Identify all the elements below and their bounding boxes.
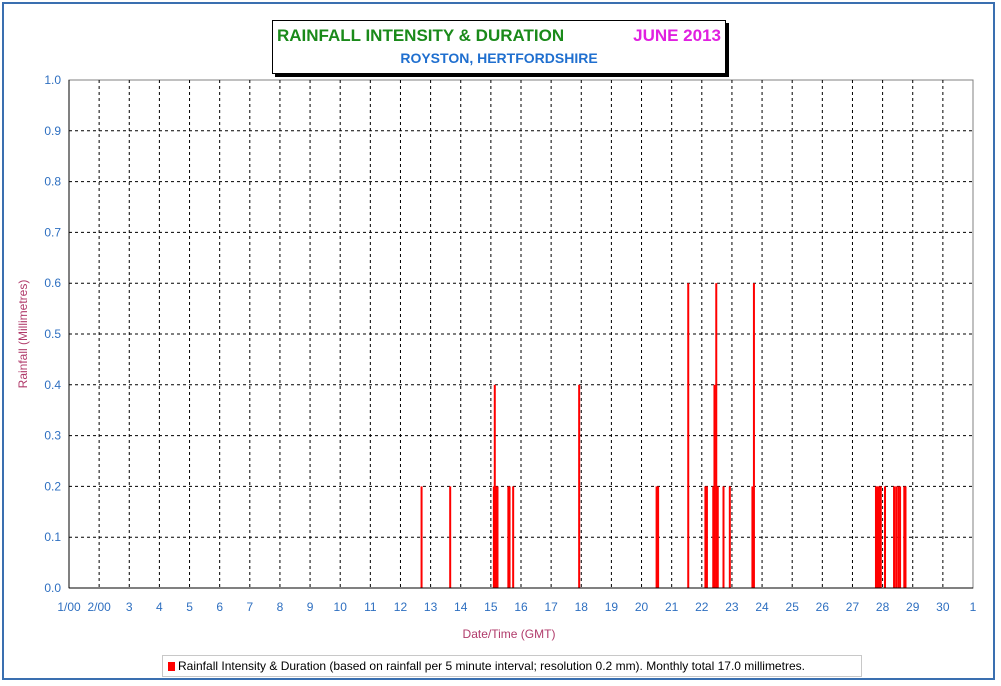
x-tick-label: 10 — [334, 600, 348, 614]
rainfall-bar — [578, 384, 581, 588]
x-tick-label: 20 — [635, 600, 649, 614]
rainfall-bar — [876, 486, 879, 588]
chart-title: RAINFALL INTENSITY & DURATION — [277, 26, 565, 45]
rainfall-bar — [449, 486, 452, 588]
legend-swatch-icon — [168, 662, 175, 671]
x-tick-label: 1 — [970, 600, 977, 614]
rainfall-bar — [657, 486, 660, 588]
rainfall-bar — [877, 486, 880, 588]
rainfall-bar — [715, 283, 718, 588]
x-tick-label: 14 — [454, 600, 468, 614]
rainfall-bar — [496, 486, 499, 588]
rainfall-bar — [713, 384, 716, 588]
y-tick-label: 0.8 — [44, 175, 61, 189]
x-tick-label: 29 — [906, 600, 920, 614]
rainfall-bar — [705, 486, 708, 588]
x-tick-label: 28 — [876, 600, 890, 614]
rainfall-bar — [655, 486, 658, 588]
legend-label: Rainfall Intensity & Duration (based on … — [178, 659, 805, 673]
x-tick-label: 9 — [307, 600, 314, 614]
x-tick-label: 25 — [786, 600, 800, 614]
rainfall-bar — [874, 486, 877, 588]
x-tick-label: 26 — [816, 600, 830, 614]
rainfall-bar — [884, 486, 887, 588]
y-tick-label: 0.6 — [44, 276, 61, 290]
x-tick-label: 30 — [936, 600, 950, 614]
rainfall-bar — [722, 486, 725, 588]
x-tick-label: 2/00 — [87, 600, 111, 614]
rainfall-bar — [712, 486, 715, 588]
x-tick-label: 1/00 — [57, 600, 81, 614]
rainfall-bar — [420, 486, 423, 588]
x-tick-label: 16 — [514, 600, 528, 614]
rainfall-bar — [512, 486, 515, 588]
y-tick-label: 0.7 — [44, 225, 61, 239]
rainfall-bar — [687, 283, 690, 588]
y-tick-label: 0.5 — [44, 327, 61, 341]
rainfall-bar — [751, 486, 754, 588]
rainfall-bar — [893, 486, 896, 588]
x-tick-label: 11 — [364, 600, 377, 614]
rainfall-bar — [494, 486, 497, 588]
y-tick-label: 0.4 — [44, 378, 61, 392]
x-tick-label: 27 — [846, 600, 860, 614]
x-tick-label: 8 — [277, 600, 284, 614]
rainfall-bar — [508, 486, 511, 588]
chart-subtitle: ROYSTON, HERTFORDSHIRE — [400, 50, 598, 66]
x-tick-label: 13 — [424, 600, 438, 614]
x-tick-label: 22 — [695, 600, 709, 614]
x-tick-label: 15 — [484, 600, 498, 614]
y-tick-label: 1.0 — [44, 73, 61, 87]
x-tick-label: 21 — [665, 600, 679, 614]
y-tick-label: 0.2 — [44, 479, 61, 493]
y-tick-label: 0.3 — [44, 429, 61, 443]
title-box: RAINFALL INTENSITY & DURATION JUNE 2013 … — [272, 20, 726, 74]
rainfall-bar — [878, 486, 881, 588]
x-tick-label: 17 — [544, 600, 558, 614]
x-tick-label: 4 — [156, 600, 163, 614]
rainfall-bar — [716, 486, 719, 588]
x-tick-label: 7 — [246, 600, 253, 614]
x-tick-label: 5 — [186, 600, 193, 614]
rainfall-bar — [899, 486, 902, 588]
rainfall-bar — [895, 486, 898, 588]
y-tick-label: 0.9 — [44, 124, 61, 138]
x-tick-label: 23 — [725, 600, 739, 614]
rainfall-bar — [493, 384, 496, 588]
chart-month-title: JUNE 2013 — [633, 26, 721, 45]
rainfall-bar — [704, 486, 707, 588]
x-tick-label: 19 — [605, 600, 619, 614]
legend: Rainfall Intensity & Duration (based on … — [162, 655, 862, 677]
rainfall-bar — [507, 486, 510, 588]
rainfall-bar — [728, 486, 731, 588]
rainfall-bar — [903, 486, 906, 588]
y-axis-title: Rainfall (Millimetres) — [16, 280, 30, 389]
x-tick-label: 6 — [216, 600, 223, 614]
rainfall-bar — [752, 283, 755, 588]
x-axis-title: Date/Time (GMT) — [463, 627, 556, 641]
y-tick-label: 0.1 — [44, 530, 61, 544]
rainfall-bar — [904, 486, 907, 588]
x-tick-label: 24 — [755, 600, 769, 614]
rainfall-bar — [879, 486, 882, 588]
x-tick-label: 12 — [394, 600, 408, 614]
rainfall-bar — [897, 486, 900, 588]
y-tick-label: 0.0 — [44, 581, 61, 595]
x-tick-label: 3 — [126, 600, 133, 614]
x-tick-label: 18 — [575, 600, 589, 614]
